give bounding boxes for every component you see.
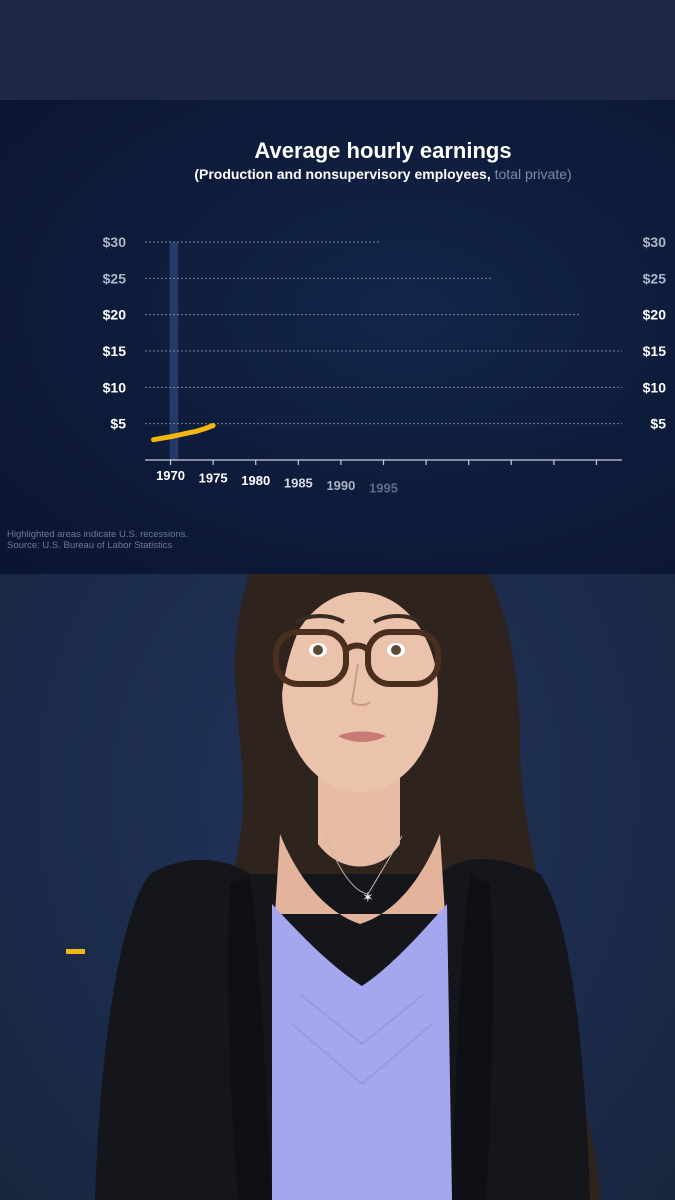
- footnote-recessions: Highlighted areas indicate U.S. recessio…: [7, 529, 189, 540]
- series-line: [151, 422, 216, 443]
- x-tick-label: 1995: [369, 481, 398, 496]
- earnings-chart: $30 $30 $25 $25 $20 $20 $15 $15 $10 $10 $5 $5 1970 19…: [103, 234, 667, 496]
- y-tick-label-left: $5: [110, 416, 126, 432]
- svg-text:✶: ✶: [362, 890, 374, 906]
- y-tick-label-right: $5: [650, 416, 666, 432]
- y-tick-label-left: $30: [103, 234, 127, 250]
- y-tick-label-right: $30: [643, 234, 667, 250]
- x-tick-label: 1975: [199, 471, 228, 486]
- chart-panel: Average hourly earnings (Production and …: [0, 100, 675, 574]
- x-tick-label: 1970: [156, 468, 185, 483]
- top-band: [0, 0, 675, 100]
- x-tick-label: 1980: [241, 473, 270, 488]
- y-tick-label-right: $20: [643, 307, 667, 323]
- y-tick-label-right: $25: [643, 270, 667, 286]
- presenter-area: ✶: [0, 574, 675, 1200]
- x-tick-label: 1990: [326, 478, 355, 493]
- y-tick-label-right: $10: [643, 379, 667, 395]
- chart-subtitle-main: (Production and nonsupervisory employees…: [194, 166, 495, 182]
- y-tick-label-left: $15: [103, 343, 127, 359]
- accent-dash: [66, 949, 85, 954]
- y-tick-label-left: $25: [103, 270, 127, 286]
- chart-subtitle: (Production and nonsupervisory employees…: [0, 166, 675, 182]
- y-tick-label-right: $15: [643, 343, 667, 359]
- chart-title: Average hourly earnings: [254, 138, 512, 163]
- presenter-image: ✶: [95, 574, 600, 1200]
- chart-subtitle-faded: total private): [494, 166, 572, 182]
- x-tick-label: 1985: [284, 476, 313, 491]
- y-tick-label-left: $20: [103, 307, 127, 323]
- y-tick-label-left: $10: [103, 379, 127, 395]
- footnote-source: Source: U.S. Bureau of Labor Statistics: [7, 540, 173, 551]
